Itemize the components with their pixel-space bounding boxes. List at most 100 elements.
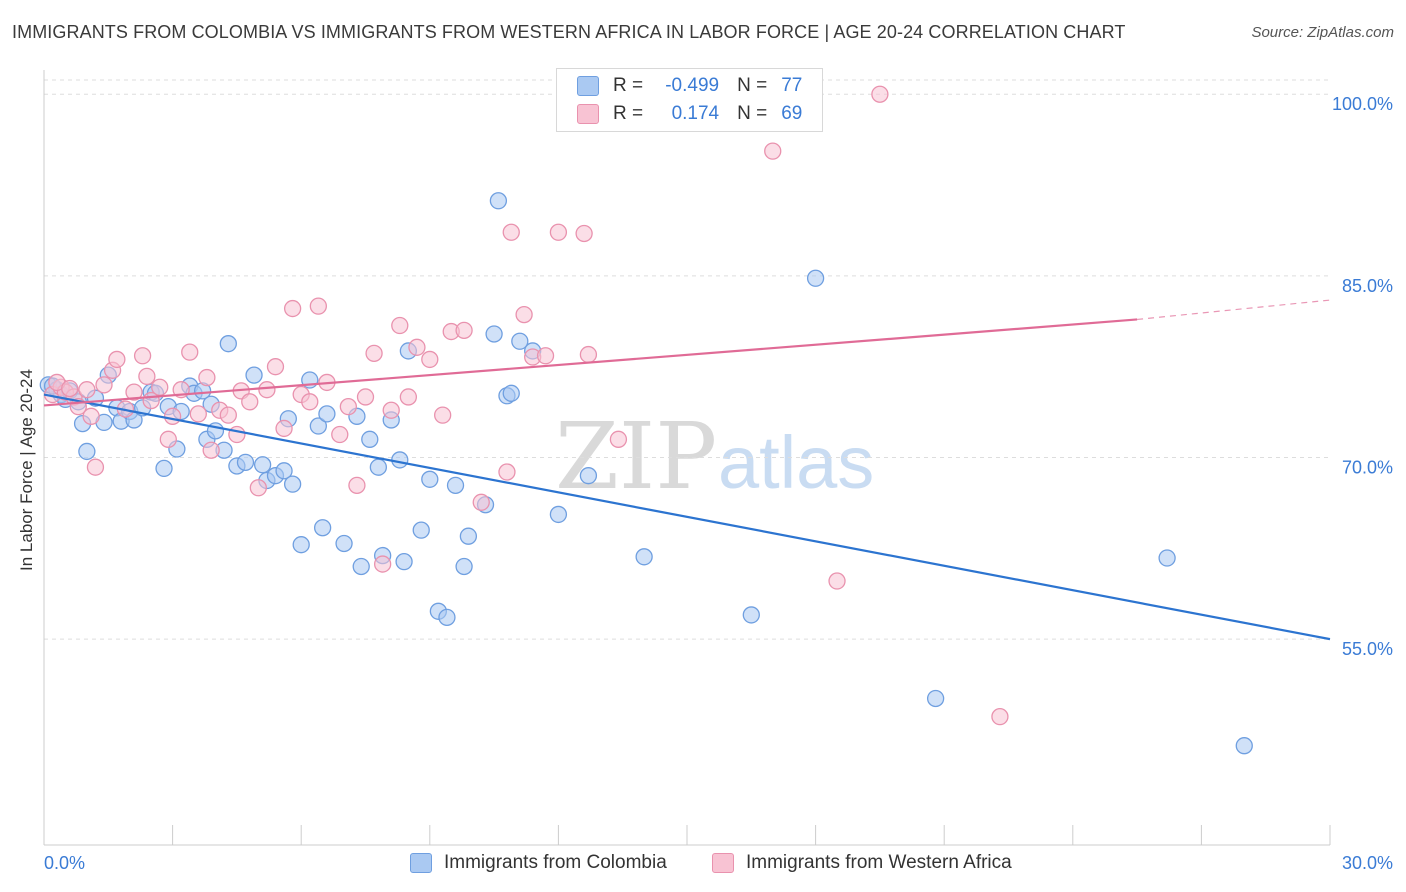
western-africa-point bbox=[159, 430, 177, 448]
western-africa-point bbox=[275, 419, 293, 438]
western-africa-point bbox=[163, 407, 182, 425]
western-africa-point bbox=[249, 479, 267, 497]
western-africa-point bbox=[133, 347, 152, 365]
colombia-point bbox=[511, 332, 529, 350]
colombia-point bbox=[485, 325, 503, 343]
western-africa-point bbox=[991, 707, 1009, 726]
western-africa-point bbox=[434, 406, 452, 424]
colombia-point bbox=[806, 269, 825, 287]
x-tick-label-max: 30.0% bbox=[1342, 853, 1393, 873]
western-africa-point bbox=[549, 223, 568, 241]
western-africa-point bbox=[575, 224, 593, 243]
colombia-trend-line bbox=[43, 393, 1331, 641]
colombia-point bbox=[275, 462, 293, 480]
western-africa-swatch-icon bbox=[712, 853, 734, 873]
colombia-point bbox=[391, 451, 409, 469]
series-legend: Immigrants from Colombia Immigrants from… bbox=[0, 852, 1406, 878]
western-africa-point bbox=[228, 425, 246, 444]
source-label: Source: ZipAtlas.com bbox=[1251, 24, 1394, 41]
western-africa-point bbox=[258, 381, 276, 399]
correlation-legend: R = -0.499 N = 77 R = 0.174 N = 69 bbox=[556, 68, 823, 132]
western-africa-point bbox=[309, 297, 327, 315]
colombia-point bbox=[549, 505, 568, 524]
n-label: N = bbox=[737, 75, 768, 96]
r-value: 0.174 bbox=[671, 103, 720, 124]
western-africa-point bbox=[266, 358, 285, 376]
western-africa-point bbox=[241, 393, 259, 411]
western-africa-point bbox=[138, 367, 156, 386]
western-africa-point bbox=[86, 458, 105, 476]
watermark-atlas: atlas bbox=[718, 421, 874, 504]
legend-item-colombia[interactable]: Immigrants from Colombia bbox=[410, 852, 667, 874]
colombia-point bbox=[412, 521, 430, 539]
western-africa-point bbox=[356, 388, 375, 406]
y-axis-label: In Labor Force | Age 20-24 bbox=[17, 369, 36, 571]
legend-item-western-africa[interactable]: Immigrants from Western Africa bbox=[712, 852, 1012, 874]
y-tick-label: 100.0% bbox=[1332, 94, 1393, 114]
western-africa-point bbox=[189, 405, 207, 423]
colombia-point bbox=[219, 335, 237, 353]
western-africa-point bbox=[502, 223, 520, 241]
colombia-point bbox=[446, 476, 465, 495]
colombia-point bbox=[236, 453, 255, 471]
western-africa-point bbox=[609, 430, 628, 448]
western-africa-point bbox=[536, 347, 555, 365]
watermark-zip: ZIP bbox=[555, 403, 717, 510]
colombia-point bbox=[369, 458, 388, 476]
colombia-point bbox=[78, 442, 96, 461]
colombia-point bbox=[283, 475, 302, 493]
western-africa-point bbox=[95, 376, 113, 394]
colombia-swatch-icon bbox=[410, 853, 432, 873]
western-africa-point bbox=[82, 407, 100, 425]
western-africa-point bbox=[78, 381, 96, 399]
colombia-point bbox=[742, 606, 760, 624]
colombia-point bbox=[926, 689, 945, 708]
colombia-point bbox=[395, 552, 413, 571]
western-africa-point bbox=[498, 463, 516, 481]
western-africa-point bbox=[108, 350, 126, 369]
colombia-point bbox=[313, 519, 332, 537]
western-africa-point bbox=[408, 338, 426, 356]
legend-label-western-africa: Immigrants from Western Africa bbox=[746, 852, 1012, 873]
colombia-point bbox=[455, 557, 473, 576]
western-africa-point bbox=[373, 555, 392, 573]
western-africa-trend-line bbox=[43, 318, 1138, 407]
n-value: 69 bbox=[781, 103, 803, 124]
western-africa-point bbox=[339, 397, 358, 416]
r-value: -0.499 bbox=[665, 75, 720, 96]
western-africa-point bbox=[198, 368, 216, 387]
colombia-point bbox=[1158, 549, 1176, 567]
colombia-point bbox=[438, 608, 456, 626]
colombia-point bbox=[292, 536, 310, 554]
western-africa-trend-extension bbox=[1137, 299, 1331, 321]
western-africa-point bbox=[472, 493, 490, 511]
western-africa-point bbox=[382, 401, 400, 419]
western-africa-point bbox=[455, 321, 473, 340]
colombia-point bbox=[309, 417, 327, 435]
colombia-point bbox=[635, 548, 653, 566]
western-africa-point bbox=[421, 350, 439, 369]
western-africa-point bbox=[871, 85, 889, 103]
western-africa-point bbox=[151, 378, 169, 396]
western-africa-point bbox=[283, 299, 302, 318]
r-label: R = bbox=[613, 103, 644, 124]
western-africa-point bbox=[301, 393, 319, 411]
colombia-point bbox=[421, 470, 439, 488]
colombia-point bbox=[245, 366, 263, 384]
x-tick-label-min: 0.0% bbox=[44, 853, 85, 873]
colombia-point bbox=[502, 384, 520, 402]
colombia-point bbox=[335, 534, 353, 553]
y-axis-label-wrap: In Labor Force | Age 20-24 bbox=[2, 300, 52, 640]
colombia-point bbox=[579, 467, 598, 485]
western-africa-swatch-icon bbox=[577, 104, 599, 124]
chart-title: IMMIGRANTS FROM COLOMBIA VS IMMIGRANTS F… bbox=[12, 22, 1126, 42]
legend-label-colombia: Immigrants from Colombia bbox=[444, 852, 667, 873]
western-africa-point bbox=[391, 316, 409, 335]
legend-row-colombia: R = -0.499 N = 77 bbox=[577, 73, 802, 99]
western-africa-point bbox=[219, 406, 237, 424]
western-africa-point bbox=[828, 572, 846, 590]
colombia-point bbox=[489, 192, 508, 210]
colombia-point bbox=[361, 430, 379, 448]
western-africa-point bbox=[181, 343, 199, 361]
